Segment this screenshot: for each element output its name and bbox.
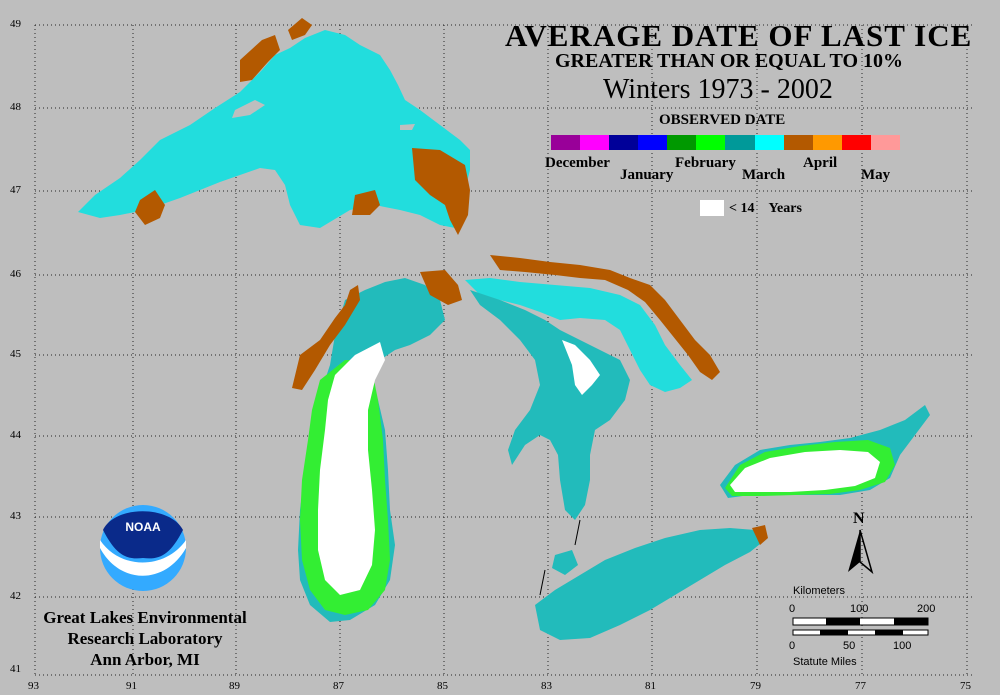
lon-tick: 83 [541, 680, 552, 692]
legend-month: December [545, 155, 610, 171]
legend-swatch [841, 135, 871, 150]
lon-tick: 87 [333, 680, 344, 692]
legend-month: January [620, 167, 674, 183]
lon-tick: 75 [960, 680, 971, 692]
scale-km-title: Kilometers [793, 585, 845, 597]
lon-tick: 77 [855, 680, 866, 692]
legend-month: February [675, 155, 736, 171]
lake-michigan [292, 270, 462, 622]
legend-swatch [696, 135, 726, 150]
legend-swatch [609, 135, 639, 150]
scale-mi-tick: 0 [789, 640, 796, 652]
lon-tick: 79 [750, 680, 761, 692]
lat-tick: 44 [10, 429, 21, 441]
north-label: N [853, 510, 865, 527]
legend-swatch [754, 135, 784, 150]
legend-swatch [870, 135, 900, 150]
north-arrow [848, 529, 874, 575]
scale-mi-title: Statute Miles [793, 656, 857, 668]
lake-huron [470, 290, 630, 520]
lake-ontario [720, 405, 930, 498]
noaa-logo-text: NOAA [125, 520, 161, 534]
lon-tick: 89 [229, 680, 240, 692]
less-than-label: < 14 Years [729, 201, 802, 216]
lake-superior [78, 18, 470, 235]
scale-km-tick: 100 [850, 603, 869, 615]
graticule [34, 24, 975, 676]
legend-swatch [667, 135, 697, 150]
lon-tick: 81 [645, 680, 656, 692]
legend-heading: OBSERVED DATE [659, 112, 786, 128]
lat-tick: 41 [10, 663, 21, 675]
noaa-logo [100, 505, 186, 591]
legend-swatch [580, 135, 610, 150]
lon-tick: 91 [126, 680, 137, 692]
legend-month: March [742, 167, 786, 183]
scale-km-tick: 200 [917, 603, 936, 615]
lon-tick: 85 [437, 680, 448, 692]
legend-swatch [638, 135, 668, 150]
lat-tick: 46 [10, 268, 21, 280]
legend-colorbar [551, 135, 900, 150]
scale-km-tick: 0 [789, 603, 796, 615]
legend-swatch [812, 135, 842, 150]
map-title: AVERAGE DATE OF LAST ICE [505, 18, 973, 53]
legend-swatch [783, 135, 813, 150]
lon-tick: 93 [28, 680, 39, 692]
agency-line2: Research Laboratory [67, 629, 223, 648]
lake-st-clair [539, 519, 581, 596]
lat-tick: 48 [10, 101, 21, 113]
legend-month: May [861, 167, 891, 183]
less-than-swatch [700, 200, 724, 216]
agency-line1: Great Lakes Environmental [43, 608, 247, 627]
north-channel [465, 255, 720, 392]
scale-mi-tick: 50 [843, 640, 856, 652]
lat-tick: 42 [10, 590, 21, 602]
lake-erie [535, 525, 768, 640]
map-subtitle: GREATER THAN OR EQUAL TO 10% [555, 50, 904, 72]
lat-tick: 43 [10, 510, 21, 522]
lat-tick: 45 [10, 348, 21, 360]
legend-swatch [551, 135, 581, 150]
legend-month: April [803, 155, 838, 171]
lat-tick: 49 [10, 18, 21, 30]
scale-mi-tick: 100 [893, 640, 912, 652]
lat-tick: 47 [10, 184, 21, 196]
scale-bar [792, 617, 929, 636]
period-label: Winters 1973 - 2002 [603, 74, 833, 105]
agency-line3: Ann Arbor, MI [90, 650, 200, 669]
legend-swatch [725, 135, 755, 150]
